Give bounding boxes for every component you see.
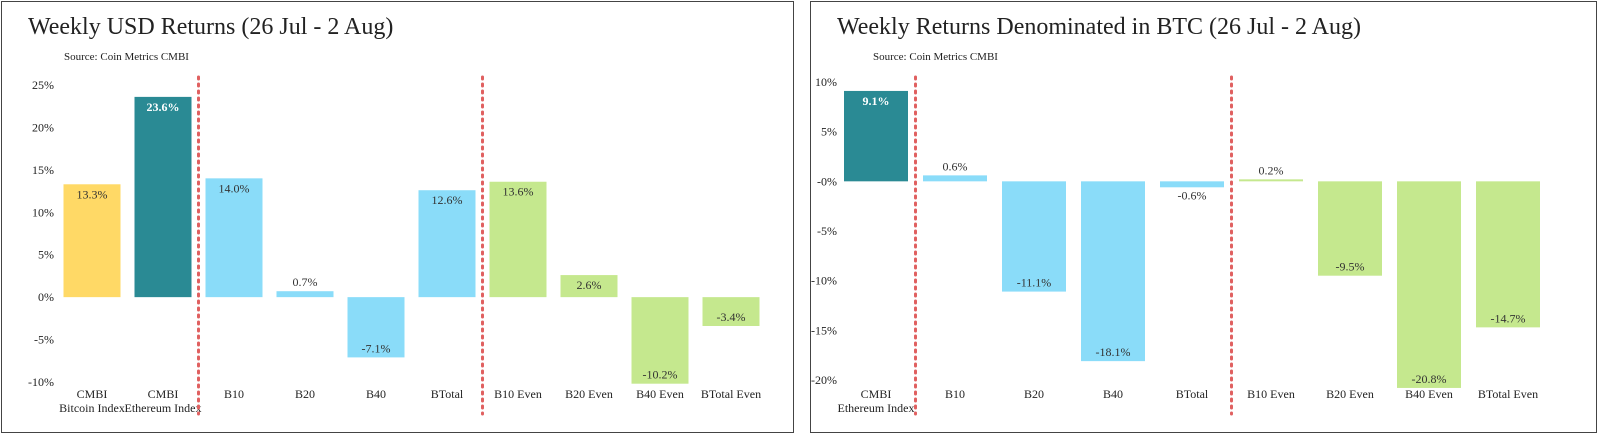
- x-tick-label: Bitcoin Index: [59, 401, 125, 415]
- btc-returns-bar-chart: 10% 5% -0% -5% -10% -15% -20% 9.1% CMBIEthereum …: [811, 75, 1540, 416]
- y-tick-label: -15%: [811, 323, 837, 337]
- y-tick-label: -5%: [34, 333, 54, 347]
- x-tick-label: B20: [1024, 387, 1044, 401]
- x-tick-label: Ethereum Index: [125, 401, 202, 415]
- data-label: -10.2%: [643, 368, 678, 382]
- bar: [923, 175, 987, 182]
- x-tick-label: Ethereum Index: [838, 401, 915, 415]
- usd-returns-chart-panel: Weekly USD Returns (26 Jul - 2 Aug) Sour…: [1, 1, 794, 433]
- data-label: -9.5%: [1336, 260, 1365, 274]
- x-tick-label: B40: [1103, 387, 1123, 401]
- btc-returns-chart-panel: Weekly Returns Denominated in BTC (26 Ju…: [810, 1, 1597, 433]
- bar: [560, 275, 618, 298]
- bar: [844, 90, 908, 182]
- bar: [276, 291, 334, 298]
- bar: [1476, 181, 1540, 328]
- bar: [1318, 181, 1382, 276]
- data-label: -14.7%: [1491, 311, 1526, 325]
- y-tick-label: -5%: [817, 224, 837, 238]
- bar: [347, 297, 405, 358]
- data-label: -20.8%: [1412, 372, 1447, 386]
- data-label: -18.1%: [1096, 345, 1131, 359]
- data-label: 13.3%: [77, 187, 108, 201]
- x-tick-label: B40: [366, 387, 386, 401]
- y-tick-label: -20%: [811, 373, 837, 387]
- data-label: 0.2%: [1259, 163, 1284, 177]
- y-tick-label: 5%: [821, 125, 837, 139]
- data-label: 0.6%: [943, 159, 968, 173]
- x-tick-label: BTotal: [1176, 387, 1209, 401]
- y-tick-label: 15%: [32, 163, 54, 177]
- x-tick-label: BTotal: [431, 387, 464, 401]
- x-tick-label: BTotal Even: [1478, 387, 1538, 401]
- x-tick-label: B20 Even: [565, 387, 613, 401]
- data-label: 23.6%: [147, 100, 180, 114]
- data-label: 12.6%: [432, 193, 463, 207]
- y-tick-label: -10%: [28, 375, 54, 389]
- x-tick-label: B10: [945, 387, 965, 401]
- x-tick-label: CMBI: [77, 387, 108, 401]
- bar: [702, 297, 760, 326]
- x-tick-label: BTotal Even: [701, 387, 761, 401]
- y-tick-label: 25%: [32, 78, 54, 92]
- x-tick-label: B40 Even: [1405, 387, 1453, 401]
- bar: [1397, 181, 1461, 388]
- bar: [1002, 181, 1066, 292]
- x-tick-label: B10 Even: [1247, 387, 1295, 401]
- data-label: 9.1%: [863, 94, 890, 108]
- bar: [1081, 181, 1145, 362]
- y-tick-label: 20%: [32, 120, 54, 134]
- chart-source: Source: Coin Metrics CMBI: [873, 51, 998, 63]
- data-label: -7.1%: [362, 341, 391, 355]
- y-tick-label: 10%: [32, 205, 54, 219]
- bar: [63, 184, 121, 298]
- data-label: 13.6%: [503, 185, 534, 199]
- x-tick-label: B40 Even: [636, 387, 684, 401]
- data-label: 2.6%: [577, 278, 602, 292]
- x-tick-label: CMBI: [148, 387, 179, 401]
- x-tick-label: CMBI: [861, 387, 892, 401]
- bar: [489, 181, 547, 298]
- y-tick-label: -0%: [817, 174, 837, 188]
- bar: [418, 190, 476, 298]
- chart-source: Source: Coin Metrics CMBI: [64, 51, 189, 63]
- y-tick-label: 0%: [38, 290, 54, 304]
- x-tick-label: B10 Even: [494, 387, 542, 401]
- data-label: -0.6%: [1178, 188, 1207, 202]
- y-tick-label: 5%: [38, 248, 54, 262]
- data-label: 14.0%: [219, 181, 250, 195]
- x-tick-label: B20 Even: [1326, 387, 1374, 401]
- bar: [1239, 179, 1303, 182]
- data-label: -3.4%: [717, 310, 746, 324]
- chart-title: Weekly USD Returns (26 Jul - 2 Aug): [28, 14, 394, 40]
- x-tick-label: B20: [295, 387, 315, 401]
- x-tick-label: B10: [224, 387, 244, 401]
- bar: [1160, 181, 1224, 188]
- y-tick-label: -10%: [811, 274, 837, 288]
- bar: [134, 96, 192, 298]
- usd-returns-bar-chart: 25%20%15%10%5%0%-5%-10%13.3%CMBIBitcoin …: [28, 75, 761, 416]
- data-label: -11.1%: [1017, 276, 1052, 290]
- chart-title: Weekly Returns Denominated in BTC (26 Ju…: [837, 14, 1361, 40]
- bar: [205, 178, 263, 298]
- bar: [631, 297, 689, 384]
- y-tick-label: 10%: [815, 75, 837, 89]
- data-label: 0.7%: [293, 275, 318, 289]
